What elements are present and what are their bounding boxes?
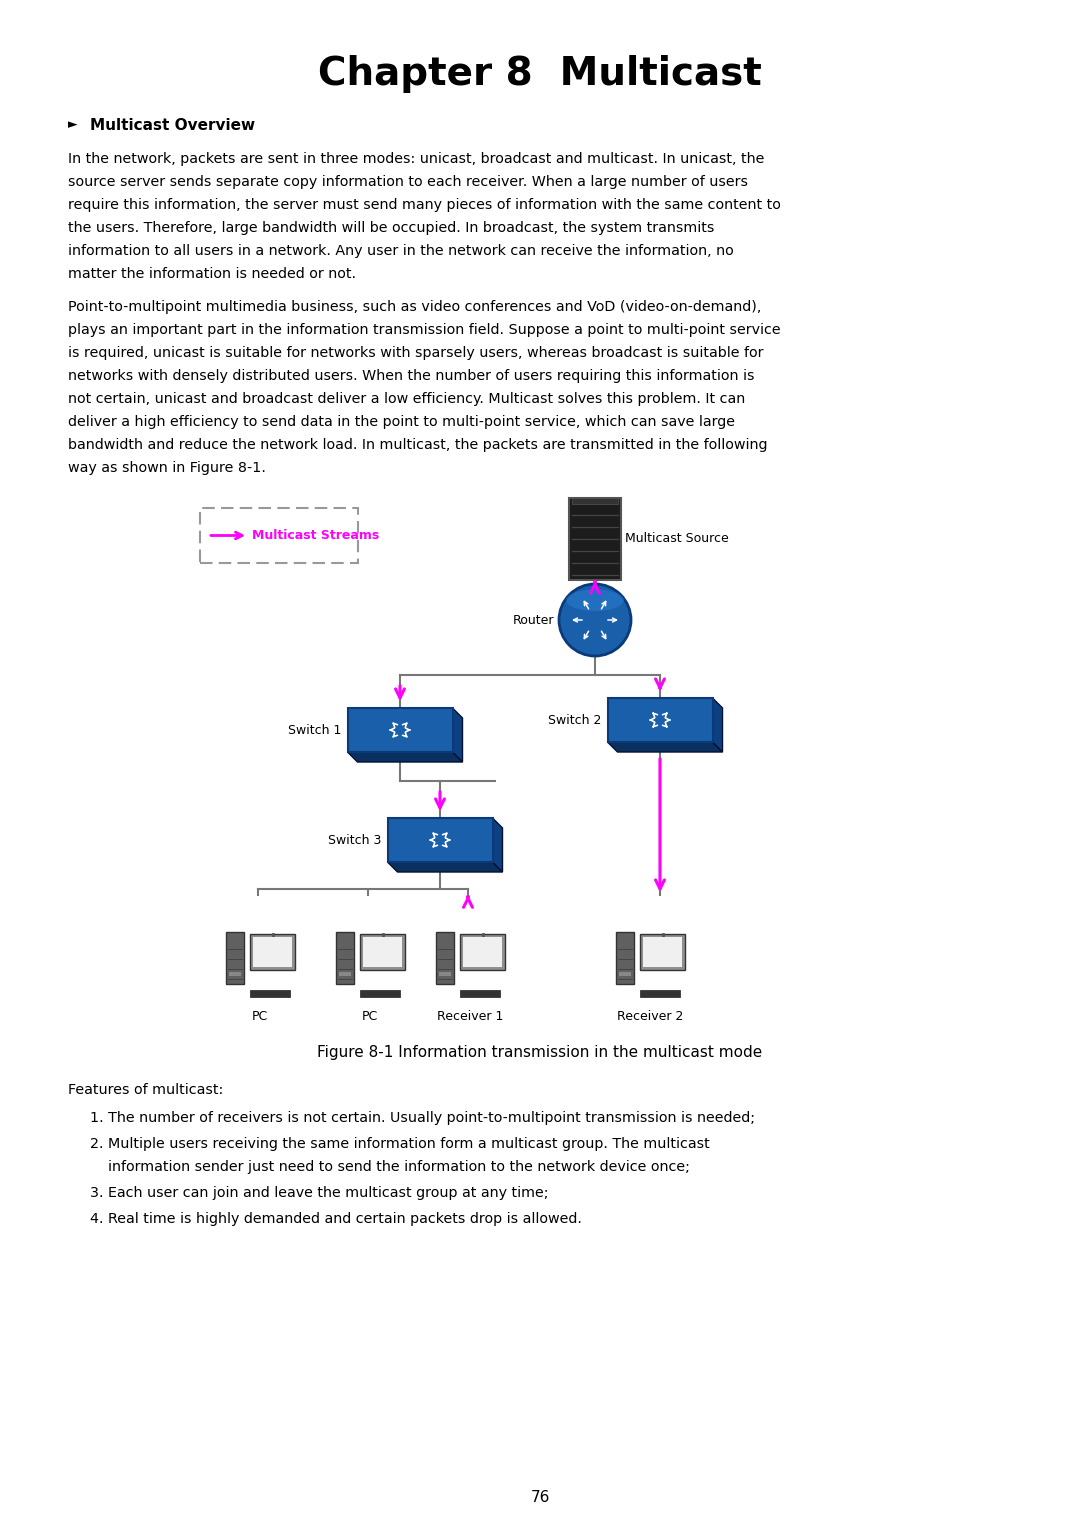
Polygon shape	[453, 709, 462, 762]
Text: 4. Real time is highly demanded and certain packets drop is allowed.: 4. Real time is highly demanded and cert…	[90, 1212, 582, 1226]
Text: Receiver 2: Receiver 2	[617, 1009, 684, 1023]
Polygon shape	[348, 751, 462, 762]
Text: Figure 8-1 Information transmission in the multicast mode: Figure 8-1 Information transmission in t…	[318, 1044, 762, 1060]
Text: plays an important part in the information transmission field. Suppose a point t: plays an important part in the informati…	[68, 324, 781, 337]
Text: Switch 1: Switch 1	[288, 724, 341, 736]
Text: source server sends separate copy information to each receiver. When a large num: source server sends separate copy inform…	[68, 176, 748, 189]
Text: In the network, packets are sent in three modes: unicast, broadcast and multicas: In the network, packets are sent in thre…	[68, 153, 765, 166]
FancyBboxPatch shape	[360, 989, 400, 997]
Text: Switch 2: Switch 2	[549, 713, 602, 727]
Text: the users. Therefore, large bandwidth will be occupied. In broadcast, the system: the users. Therefore, large bandwidth wi…	[68, 221, 714, 235]
FancyBboxPatch shape	[460, 989, 500, 997]
FancyBboxPatch shape	[619, 973, 631, 976]
Text: require this information, the server must send many pieces of information with t: require this information, the server mus…	[68, 199, 781, 212]
FancyBboxPatch shape	[569, 498, 621, 580]
Text: Receiver 1: Receiver 1	[436, 1009, 503, 1023]
Polygon shape	[607, 698, 713, 742]
Text: Chapter 8  Multicast: Chapter 8 Multicast	[319, 55, 761, 93]
Text: Multicast Overview: Multicast Overview	[90, 118, 255, 133]
Text: way as shown in Figure 8-1.: way as shown in Figure 8-1.	[68, 461, 266, 475]
Text: networks with densely distributed users. When the number of users requiring this: networks with densely distributed users.…	[68, 370, 755, 383]
Text: 76: 76	[530, 1490, 550, 1506]
Text: is required, unicast is suitable for networks with sparsely users, whereas broad: is required, unicast is suitable for net…	[68, 347, 764, 360]
FancyBboxPatch shape	[339, 973, 351, 976]
FancyBboxPatch shape	[253, 938, 292, 967]
FancyBboxPatch shape	[643, 938, 681, 967]
Polygon shape	[388, 818, 492, 863]
Text: Features of multicast:: Features of multicast:	[68, 1083, 224, 1096]
Text: Switch 3: Switch 3	[328, 834, 381, 846]
Polygon shape	[607, 742, 723, 751]
FancyBboxPatch shape	[336, 931, 354, 983]
Polygon shape	[492, 818, 502, 872]
Text: 3. Each user can join and leave the multicast group at any time;: 3. Each user can join and leave the mult…	[90, 1186, 549, 1200]
FancyBboxPatch shape	[572, 498, 618, 504]
Text: 1. The number of receivers is not certain. Usually point-to-multipoint transmiss: 1. The number of receivers is not certai…	[90, 1112, 755, 1125]
FancyBboxPatch shape	[360, 935, 405, 970]
Text: PC: PC	[362, 1009, 378, 1023]
Ellipse shape	[566, 589, 624, 611]
Text: information to all users in a network. Any user in the network can receive the i: information to all users in a network. A…	[68, 244, 733, 258]
Text: 2. Multiple users receiving the same information form a multicast group. The mul: 2. Multiple users receiving the same inf…	[90, 1138, 710, 1151]
Text: deliver a high efficiency to send data in the point to multi-point service, whic: deliver a high efficiency to send data i…	[68, 415, 735, 429]
Circle shape	[559, 583, 631, 657]
FancyBboxPatch shape	[616, 931, 634, 983]
Text: Multicast Streams: Multicast Streams	[252, 528, 379, 542]
FancyBboxPatch shape	[226, 931, 244, 983]
FancyBboxPatch shape	[463, 938, 502, 967]
Text: ►: ►	[68, 118, 78, 131]
FancyBboxPatch shape	[436, 931, 454, 983]
FancyBboxPatch shape	[229, 973, 241, 976]
Text: information sender just need to send the information to the network device once;: information sender just need to send the…	[108, 1161, 690, 1174]
FancyBboxPatch shape	[640, 989, 680, 997]
Text: PC: PC	[252, 1009, 268, 1023]
Polygon shape	[713, 698, 723, 751]
Text: not certain, unicast and broadcast deliver a low efficiency. Multicast solves th: not certain, unicast and broadcast deliv…	[68, 392, 745, 406]
Text: Router: Router	[513, 614, 554, 626]
Text: Multicast Source: Multicast Source	[625, 533, 729, 545]
FancyBboxPatch shape	[249, 989, 291, 997]
FancyBboxPatch shape	[363, 938, 402, 967]
FancyBboxPatch shape	[249, 935, 295, 970]
Text: Point-to-multipoint multimedia business, such as video conferences and VoD (vide: Point-to-multipoint multimedia business,…	[68, 299, 761, 315]
Text: matter the information is needed or not.: matter the information is needed or not.	[68, 267, 356, 281]
Polygon shape	[348, 709, 453, 751]
Text: bandwidth and reduce the network load. In multicast, the packets are transmitted: bandwidth and reduce the network load. I…	[68, 438, 768, 452]
FancyBboxPatch shape	[460, 935, 505, 970]
FancyBboxPatch shape	[438, 973, 451, 976]
Polygon shape	[388, 863, 502, 872]
FancyBboxPatch shape	[640, 935, 685, 970]
